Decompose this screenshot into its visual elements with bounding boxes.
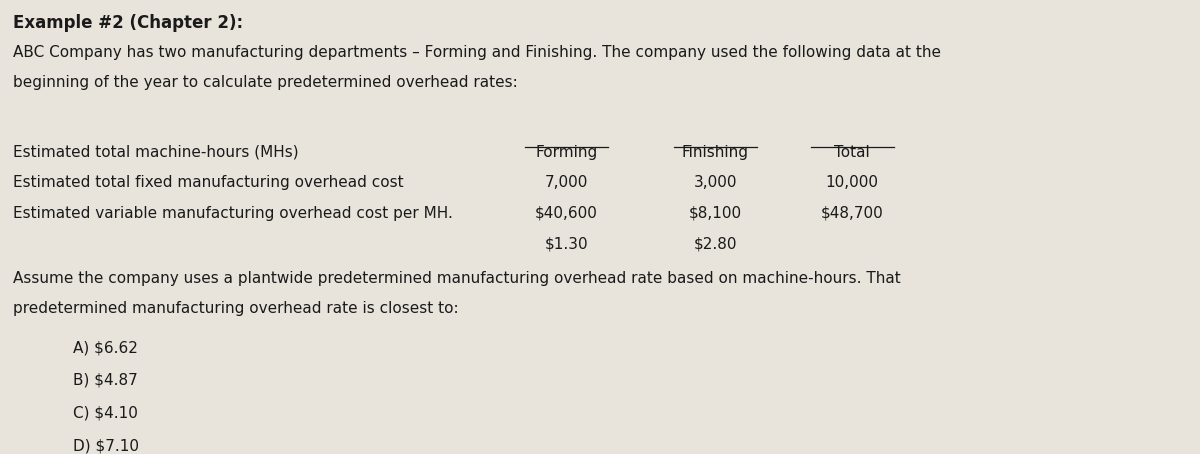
Text: B) $4.87: B) $4.87 xyxy=(73,373,138,388)
Text: 10,000: 10,000 xyxy=(826,175,878,190)
Text: $48,700: $48,700 xyxy=(821,206,883,221)
Text: predetermined manufacturing overhead rate is closest to:: predetermined manufacturing overhead rat… xyxy=(13,301,458,316)
Text: Assume the company uses a plantwide predetermined manufacturing overhead rate ba: Assume the company uses a plantwide pred… xyxy=(13,271,901,286)
Text: beginning of the year to calculate predetermined overhead rates:: beginning of the year to calculate prede… xyxy=(13,75,518,90)
Text: A) $6.62: A) $6.62 xyxy=(73,340,138,355)
Text: Example #2 (Chapter 2):: Example #2 (Chapter 2): xyxy=(13,15,244,32)
Text: Estimated total machine-hours (MHs): Estimated total machine-hours (MHs) xyxy=(13,145,299,160)
Text: $1.30: $1.30 xyxy=(545,236,588,251)
Text: Estimated variable manufacturing overhead cost per MH.: Estimated variable manufacturing overhea… xyxy=(13,206,454,221)
Text: C) $4.10: C) $4.10 xyxy=(73,405,138,420)
Text: ABC Company has two manufacturing departments – Forming and Finishing. The compa: ABC Company has two manufacturing depart… xyxy=(13,45,941,60)
Text: Total: Total xyxy=(834,145,870,160)
Text: 7,000: 7,000 xyxy=(545,175,588,190)
Text: Finishing: Finishing xyxy=(682,145,749,160)
Text: Forming: Forming xyxy=(535,145,598,160)
Text: Estimated total fixed manufacturing overhead cost: Estimated total fixed manufacturing over… xyxy=(13,175,404,190)
Text: D) $7.10: D) $7.10 xyxy=(73,438,139,453)
Text: 3,000: 3,000 xyxy=(694,175,737,190)
Text: $8,100: $8,100 xyxy=(689,206,742,221)
Text: $40,600: $40,600 xyxy=(535,206,598,221)
Text: $2.80: $2.80 xyxy=(694,236,737,251)
